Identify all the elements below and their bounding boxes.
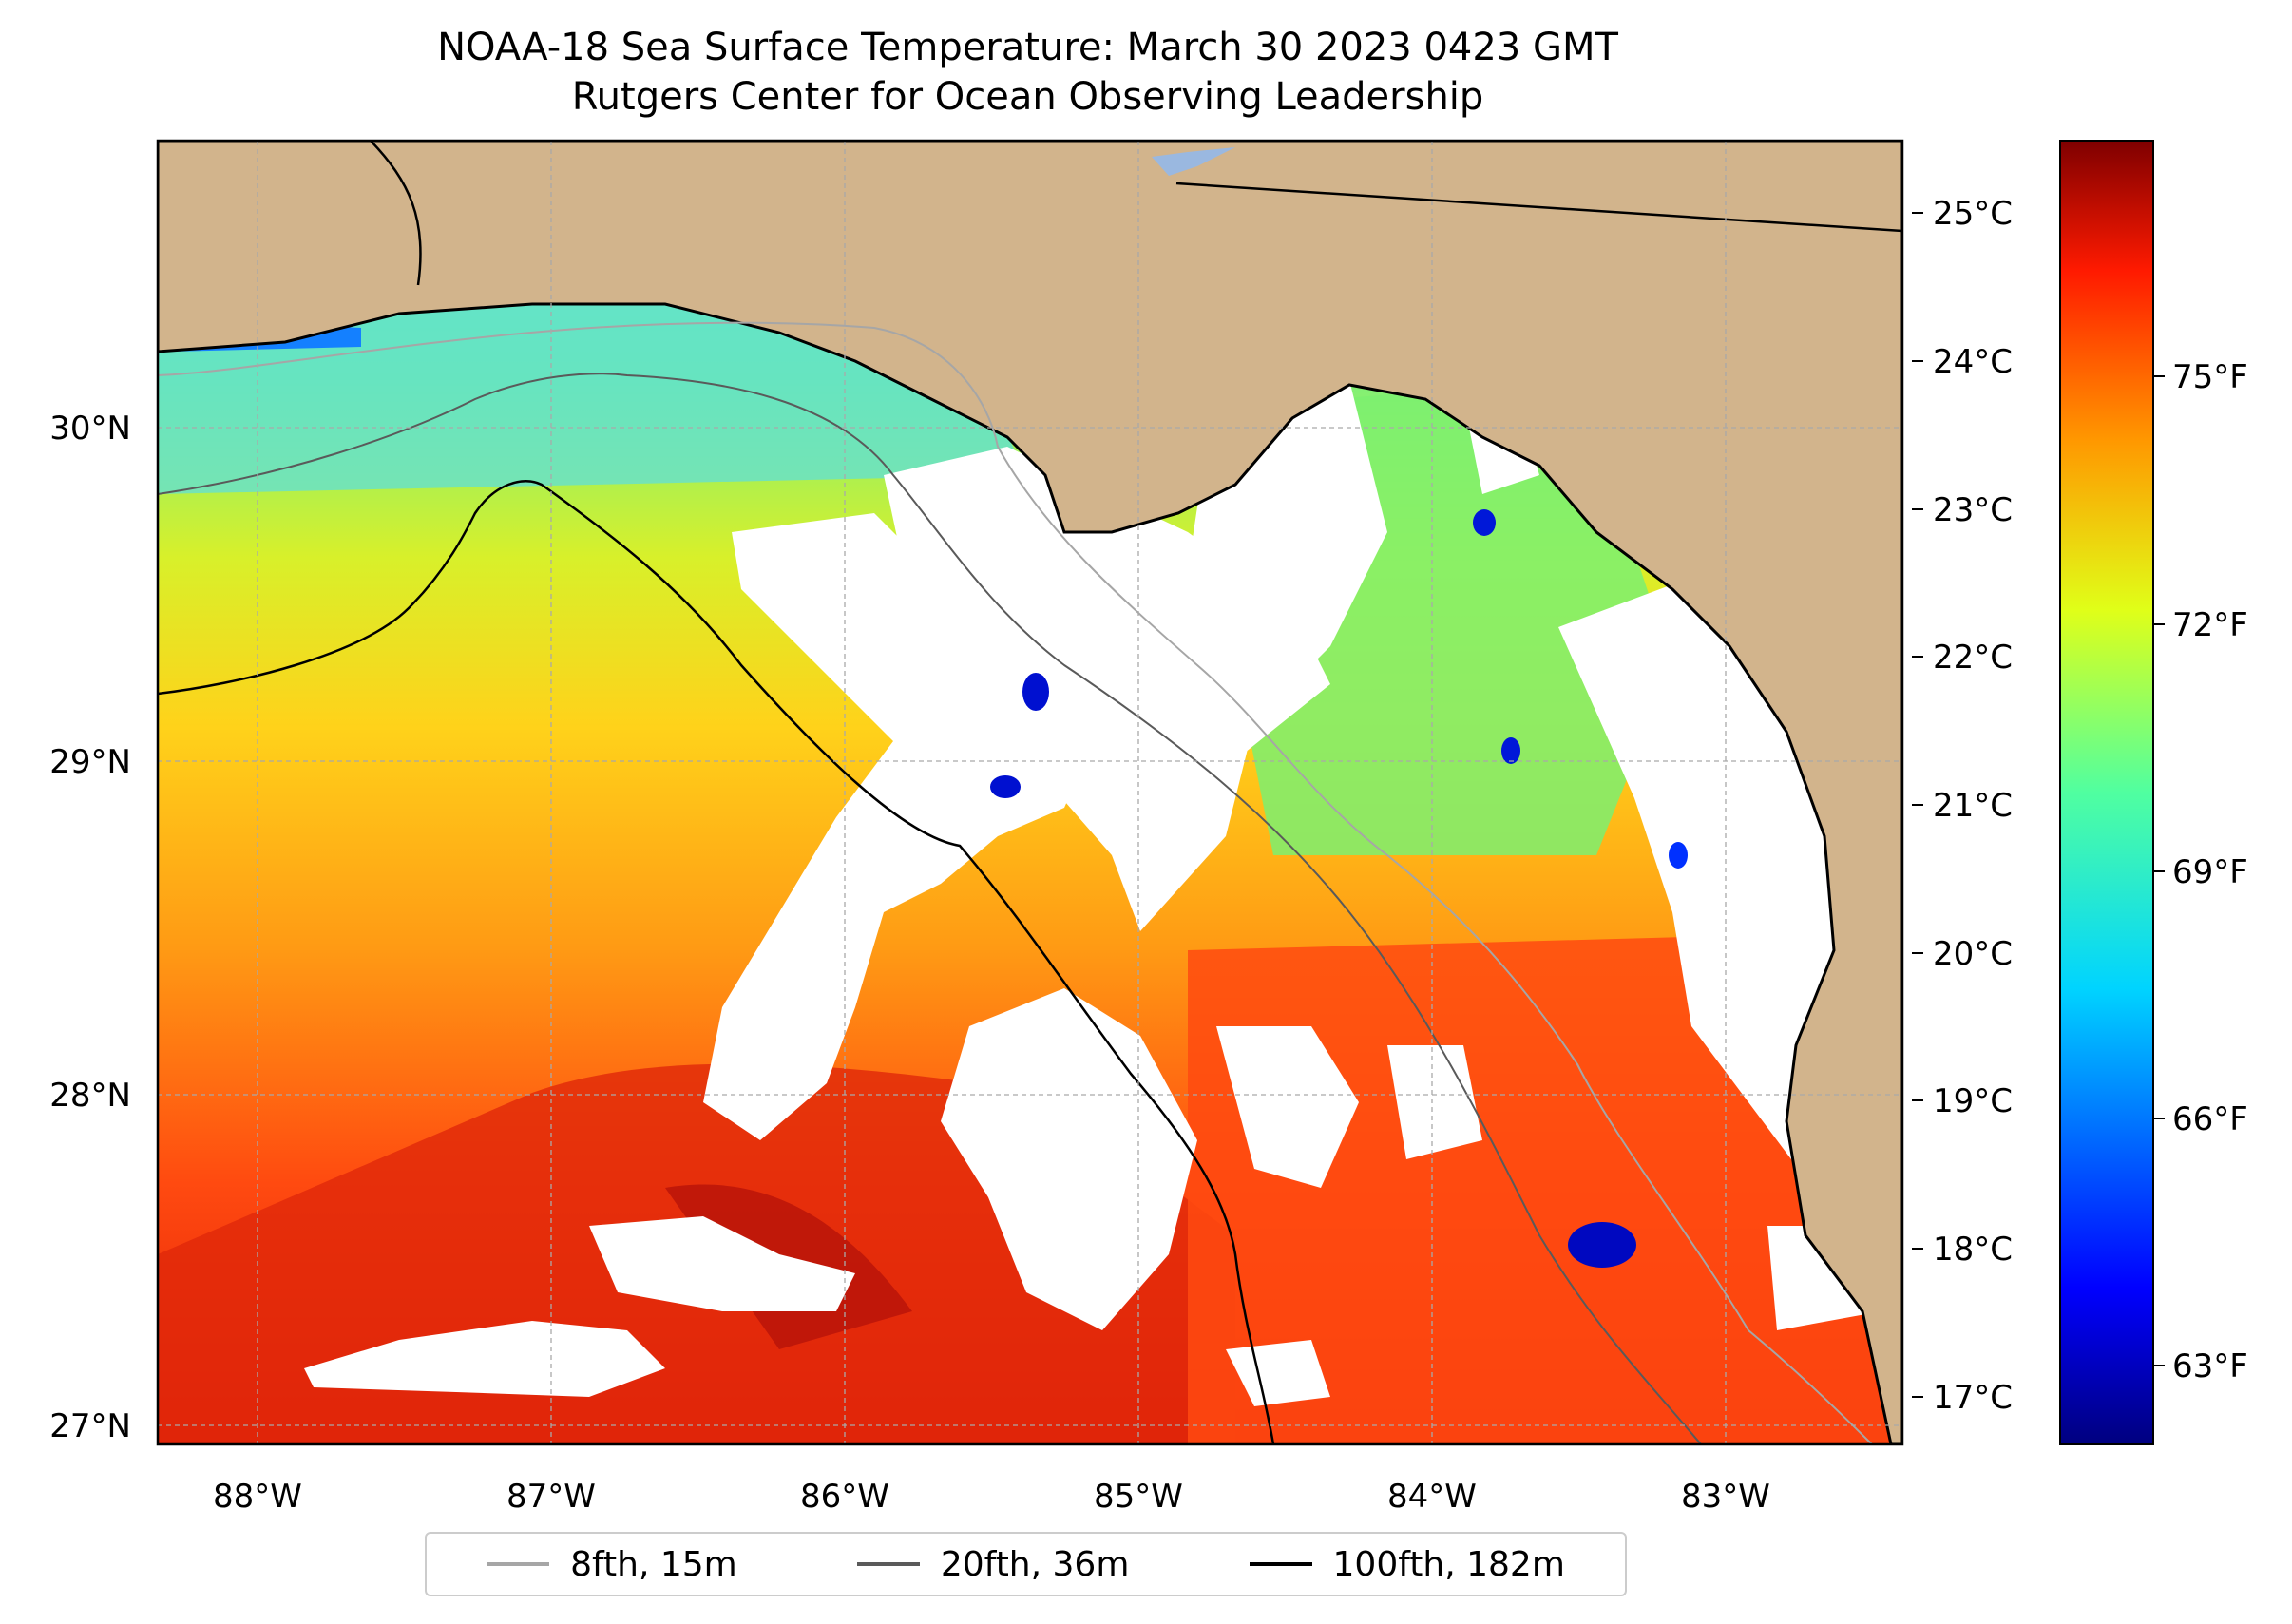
gridlines	[158, 141, 1902, 1444]
celsius-tick-label: 22°C	[1933, 639, 2013, 677]
lon-tick-label: 87°W	[506, 1478, 596, 1516]
legend-swatch	[856, 1562, 920, 1566]
legend-label: 8fth, 15m	[570, 1544, 737, 1584]
celsius-tick-label: 17°C	[1933, 1379, 2013, 1417]
celsius-tick-label: 19°C	[1933, 1082, 2013, 1120]
fahrenheit-ticks: 75°F 72°F 69°F 66°F 63°F	[2153, 358, 2248, 1385]
legend-item-8fth: 8fth, 15m	[487, 1545, 737, 1584]
legend-label: 20fth, 36m	[940, 1544, 1130, 1584]
contour-20fth	[158, 373, 1702, 1444]
legend-swatch	[487, 1562, 550, 1566]
lon-tick-label: 88°W	[213, 1478, 302, 1516]
fahrenheit-tick-label: 69°F	[2172, 853, 2248, 891]
state-border-west	[370, 141, 422, 286]
lat-tick-label: 30°N	[49, 410, 131, 448]
map-frame	[156, 139, 1904, 1446]
state-border	[1175, 182, 1902, 233]
lake	[1152, 147, 1235, 176]
celsius-ticks: 25°C 24°C 23°C 22°C 21°C 20°C 19°C 18°C …	[1912, 195, 2013, 1417]
longitude-axis: 88°W 87°W 86°W 85°W 84°W 83°W	[213, 1478, 1770, 1516]
celsius-tick-label: 21°C	[1933, 787, 2013, 825]
fahrenheit-tick-label: 75°F	[2172, 358, 2248, 396]
celsius-tick-label: 20°C	[1933, 935, 2013, 973]
lat-tick-label: 27°N	[49, 1407, 131, 1445]
celsius-tick-label: 24°C	[1933, 343, 2013, 381]
lon-tick-label: 84°W	[1387, 1478, 1477, 1516]
colorbar	[2059, 140, 2154, 1445]
chart-subtitle: Rutgers Center for Ocean Observing Leade…	[571, 75, 1484, 119]
legend-swatch	[1249, 1562, 1312, 1566]
lat-tick-label: 28°N	[49, 1077, 131, 1115]
lat-tick-label: 29°N	[49, 743, 131, 781]
legend-label: 100fth, 182m	[1332, 1544, 1565, 1584]
legend: 8fth, 15m 20fth, 36m 100fth, 182m	[425, 1532, 1627, 1596]
latitude-axis: 30°N 29°N 28°N 27°N	[49, 410, 131, 1445]
contour-8fth	[158, 321, 1873, 1444]
celsius-tick-label: 18°C	[1933, 1231, 2013, 1269]
legend-item-100fth: 100fth, 182m	[1249, 1544, 1565, 1584]
lon-tick-label: 86°W	[800, 1478, 889, 1516]
celsius-tick-label: 25°C	[1933, 195, 2013, 233]
chart-title: NOAA-18 Sea Surface Temperature: March 3…	[437, 26, 1618, 69]
legend-item-20fth: 20fth, 36m	[856, 1544, 1130, 1584]
contour-100fth	[158, 480, 1275, 1444]
fahrenheit-tick-label: 66°F	[2172, 1100, 2248, 1138]
celsius-tick-label: 23°C	[1933, 491, 2013, 529]
fahrenheit-tick-label: 63°F	[2172, 1347, 2248, 1385]
lon-tick-label: 83°W	[1681, 1478, 1770, 1516]
lon-tick-label: 85°W	[1094, 1478, 1183, 1516]
land	[158, 141, 1902, 1444]
fahrenheit-tick-label: 72°F	[2172, 606, 2248, 644]
